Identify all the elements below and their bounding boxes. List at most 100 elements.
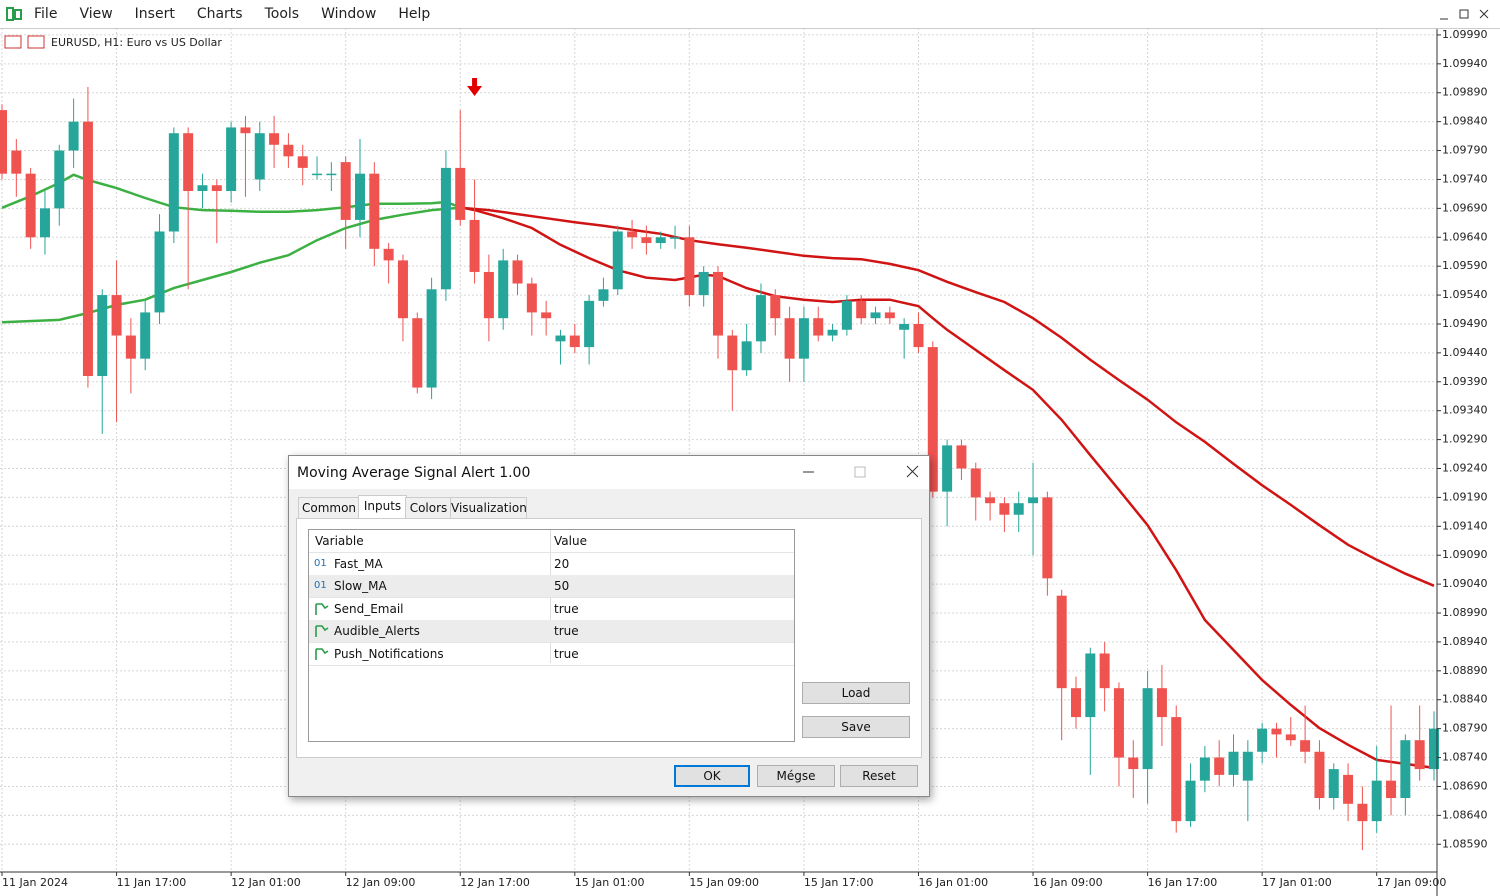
menu-item[interactable]: Help [398, 6, 431, 22]
candle-body [526, 283, 537, 313]
y-tick-label: 1.09340 [1442, 404, 1488, 417]
y-tick-label: 1.09040 [1442, 577, 1488, 590]
candle-body [197, 185, 208, 192]
candle-body [226, 127, 237, 192]
candle-body [555, 335, 566, 342]
y-tick-label: 1.09690 [1442, 201, 1488, 214]
menu-item[interactable]: Insert [134, 6, 175, 22]
inputs-table: Variable Value 01 Fast_MA 20 01 Slow_MA 50 Send… [308, 529, 795, 742]
variable: Audible_Alerts [334, 624, 420, 639]
candle-body [670, 237, 681, 239]
candle-body [884, 312, 895, 319]
candle-body [1042, 497, 1053, 579]
candle-body [426, 289, 437, 388]
candle-body [1085, 653, 1096, 718]
candle-body [340, 162, 351, 220]
button[interactable]: Save [802, 716, 910, 738]
candle-body [1357, 803, 1368, 822]
window-controls[interactable] [1436, 4, 1496, 24]
candle-body [927, 347, 938, 492]
candle-body [82, 121, 93, 377]
candle-body [1271, 728, 1282, 735]
y-tick-label: 1.09590 [1442, 259, 1488, 272]
menu-item[interactable]: View [79, 6, 113, 22]
y-tick-label: 1.09090 [1442, 548, 1488, 561]
button[interactable]: Load [802, 682, 910, 704]
tab[interactable]: Inputs [358, 495, 407, 520]
candle-body [154, 231, 165, 313]
candle-body [870, 312, 881, 319]
moving-average-line [460, 206, 1435, 587]
x-tick-label: 16 Jan 01:00 [918, 876, 988, 889]
menu-item[interactable]: File [34, 6, 58, 22]
candle-body [541, 312, 552, 319]
app-icon [6, 7, 22, 21]
menu-item[interactable]: Tools [264, 6, 300, 22]
value: true [554, 601, 579, 616]
candle-body [455, 167, 466, 220]
tab[interactable]: Colors [405, 497, 452, 519]
x-tick-label: 12 Jan 17:00 [460, 876, 530, 889]
candle-body [25, 173, 36, 238]
menu-item[interactable]: Charts [196, 6, 243, 22]
candle-body [383, 248, 394, 261]
moving-average-line [1, 173, 461, 214]
candle-body [1156, 688, 1167, 718]
signal [467, 78, 483, 96]
x-tick-label: 12 Jan 01:00 [231, 876, 301, 889]
variable: Slow_MA [334, 579, 387, 594]
candle-body [655, 237, 666, 244]
candle-body [297, 156, 308, 168]
button[interactable]: Reset [840, 765, 918, 787]
candle-body [741, 341, 752, 371]
button[interactable]: OK [674, 765, 750, 787]
input-row[interactable]: 01 Fast_MA 20 [309, 553, 794, 576]
candle-body [168, 133, 179, 232]
input-row[interactable]: Send_Email true [309, 598, 794, 621]
candle-body [1228, 751, 1239, 775]
tab[interactable]: Visualization [450, 497, 527, 519]
y-tick-label: 1.08690 [1442, 779, 1488, 792]
candle-body [512, 260, 523, 284]
candle-body [1013, 503, 1024, 515]
candle-body [183, 133, 194, 192]
candle-body [712, 271, 723, 336]
candle-body [1028, 497, 1039, 504]
input-row[interactable]: Audible_Alerts true [309, 620, 794, 644]
y-tick-label: 1.09790 [1442, 144, 1488, 157]
tab[interactable]: Common [298, 497, 360, 519]
chart-title: EURUSD, H1: Euro vs US Dollar [51, 36, 222, 49]
chart-icon [27, 35, 45, 49]
y-tick-label: 1.09440 [1442, 346, 1488, 359]
y-tick-label: 1.08640 [1442, 808, 1488, 821]
bool-icon [315, 647, 329, 660]
y-tick-label: 1.08840 [1442, 693, 1488, 706]
candle-body [627, 231, 638, 238]
y-tick-label: 1.09290 [1442, 433, 1488, 446]
y-tick-label: 1.09990 [1442, 28, 1488, 41]
candle-body [125, 335, 136, 359]
input-row[interactable]: 01 Slow_MA 50 [309, 575, 794, 599]
y-tick-label: 1.08590 [1442, 837, 1488, 850]
candle-body [956, 445, 967, 469]
y-tick-label: 1.08790 [1442, 722, 1488, 735]
y-tick-label: 1.09190 [1442, 490, 1488, 503]
candle-body [1185, 780, 1196, 822]
x-tick-label: 17 Jan 09:00 [1377, 876, 1447, 889]
button[interactable]: Mégse [757, 765, 835, 787]
dialog-title: Moving Average Signal Alert 1.00 [297, 465, 531, 481]
candle-body [698, 271, 709, 296]
candle-body [54, 150, 65, 209]
candle-body [584, 300, 595, 348]
candle-body [970, 468, 981, 498]
candle-body [283, 144, 294, 157]
candle-body [498, 260, 509, 319]
candle-body [1285, 734, 1296, 741]
value: 20 [554, 557, 570, 571]
dialog-controls[interactable] [799, 456, 929, 489]
menu-item[interactable]: Window [321, 6, 377, 22]
input-row[interactable]: Push_Notifications true [309, 643, 794, 666]
candle-body [1343, 774, 1354, 804]
y-tick-label: 1.08990 [1442, 606, 1488, 619]
